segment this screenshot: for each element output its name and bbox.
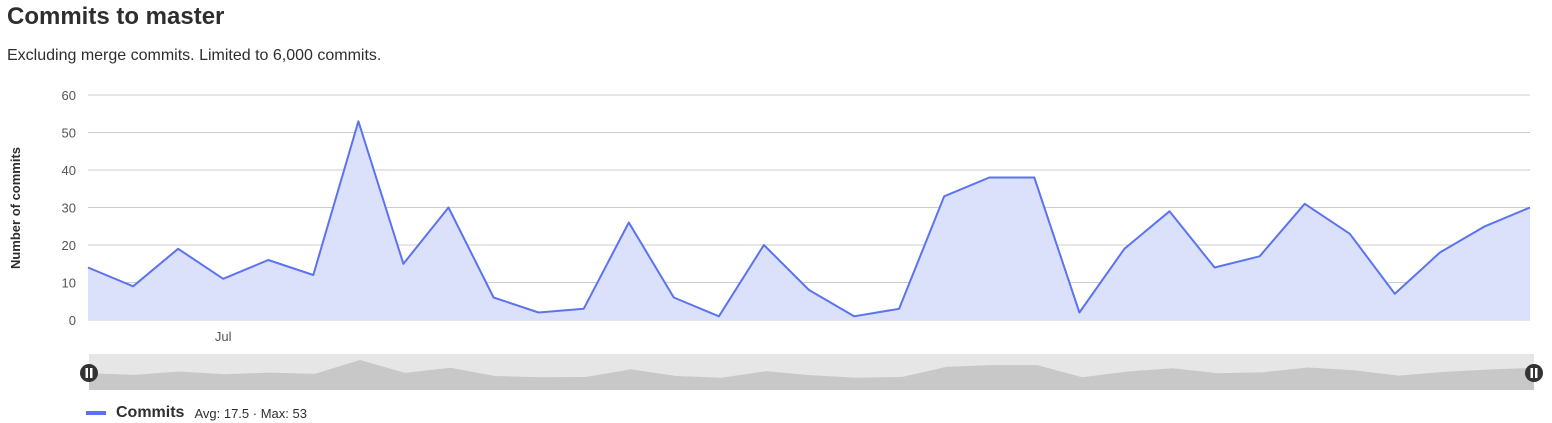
zoom-handle-left-icon[interactable] <box>80 364 98 382</box>
zoom-handle-right-icon[interactable] <box>1525 364 1543 382</box>
legend-swatch-icon <box>86 411 106 415</box>
zoom-slider[interactable] <box>80 354 1543 390</box>
commits-area <box>88 121 1530 320</box>
y-tick-label: 0 <box>69 313 76 328</box>
y-tick-label: 20 <box>62 238 76 253</box>
x-axis-ticks: Jul <box>215 329 232 344</box>
chart-title: Commits to master <box>7 3 225 30</box>
y-tick-label: 60 <box>62 88 76 103</box>
zoom-slider-preview-area <box>89 360 1534 390</box>
y-tick-label: 30 <box>62 201 76 216</box>
legend-series-stats: Avg: 17.5 · Max: 53 <box>194 405 307 421</box>
chart-subtitle: Excluding merge commits. Limited to 6,00… <box>7 47 382 64</box>
chart-legend[interactable]: Commits Avg: 17.5 · Max: 53 <box>86 403 307 423</box>
commits-line <box>87 120 1531 318</box>
y-tick-label: 10 <box>62 276 76 291</box>
y-tick-label: 40 <box>62 163 76 178</box>
legend-series-name[interactable]: Commits <box>116 404 185 421</box>
x-tick-label: Jul <box>215 329 232 344</box>
y-tick-label: 50 <box>62 126 76 141</box>
y-axis-label: Number of commits <box>8 147 23 269</box>
y-axis-ticks: 0 10 20 30 40 50 60 <box>62 88 76 328</box>
